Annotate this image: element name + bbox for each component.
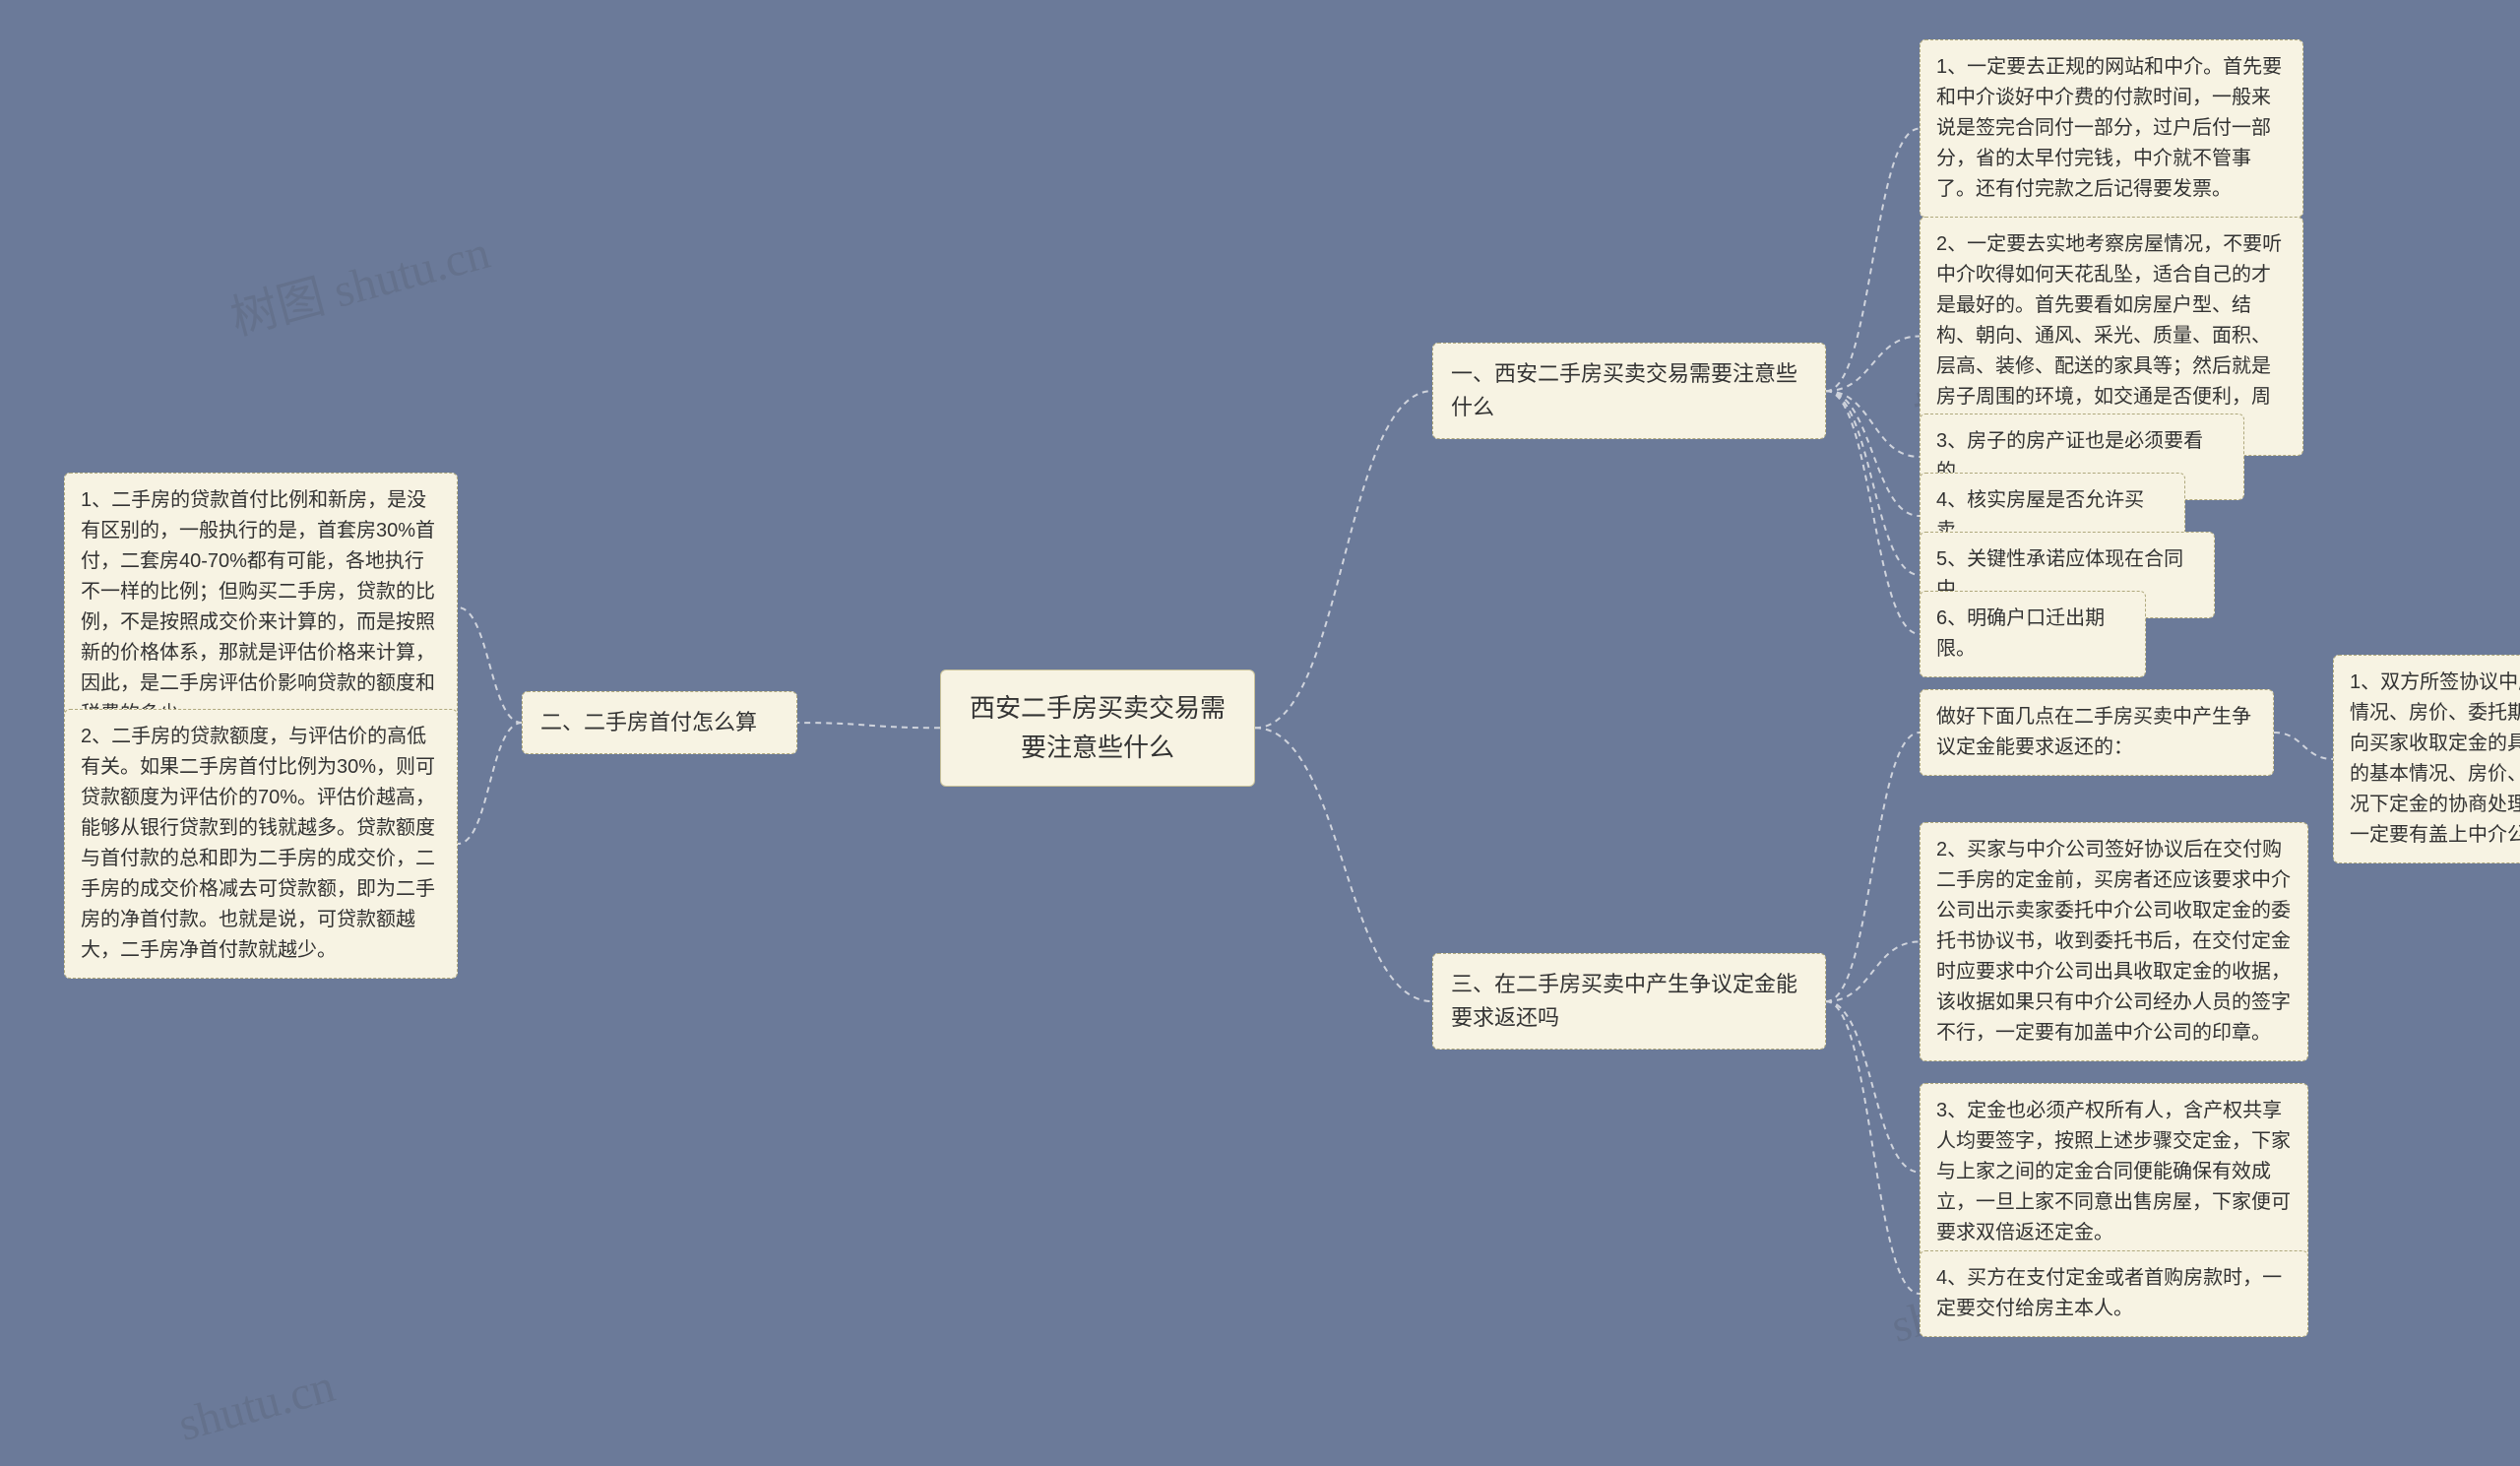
watermark: shutu.cn [173,1359,341,1452]
leaf-b1-6: 6、明确户口迁出期限。 [1920,591,2146,677]
leaf-b2-2: 2、二手房的贷款额度，与评估价的高低有关。如果二手房首付比例为30%，则可贷款额… [64,709,458,979]
leaf-b3-4: 4、买方在支付定金或者首购房款时，一定要交付给房主本人。 [1920,1250,2308,1337]
branch-1: 一、西安二手房买卖交易需要注意些什么 [1432,343,1826,439]
branch-2: 二、二手房首付怎么算 [522,691,797,754]
leaf-b3-0: 做好下面几点在二手房买卖中产生争议定金能要求返还的： [1920,689,2274,776]
watermark: 树图 shutu.cn [222,213,496,348]
leaf-b3-1: 1、双方所签协议中应当包含房屋的实际情况、房价、委托期限及委托中介公司向买家收取… [2333,655,2520,863]
leaf-b3-3: 3、定金也必须产权所有人，含产权共享人均要签字，按照上述步骤交定金，下家与上家之… [1920,1083,2308,1261]
leaf-b2-1: 1、二手房的贷款首付比例和新房，是没有区别的，一般执行的是，首套房30%首付，二… [64,473,458,742]
leaf-b3-2: 2、买家与中介公司签好协议后在交付购二手房的定金前，买房者还应该要求中介公司出示… [1920,822,2308,1061]
branch-3: 三、在二手房买卖中产生争议定金能要求返还吗 [1432,953,1826,1050]
leaf-b1-1: 1、一定要去正规的网站和中介。首先要和中介谈好中介费的付款时间，一般来说是签完合… [1920,39,2303,218]
root-node: 西安二手房买卖交易需要注意些什么 [940,669,1255,787]
